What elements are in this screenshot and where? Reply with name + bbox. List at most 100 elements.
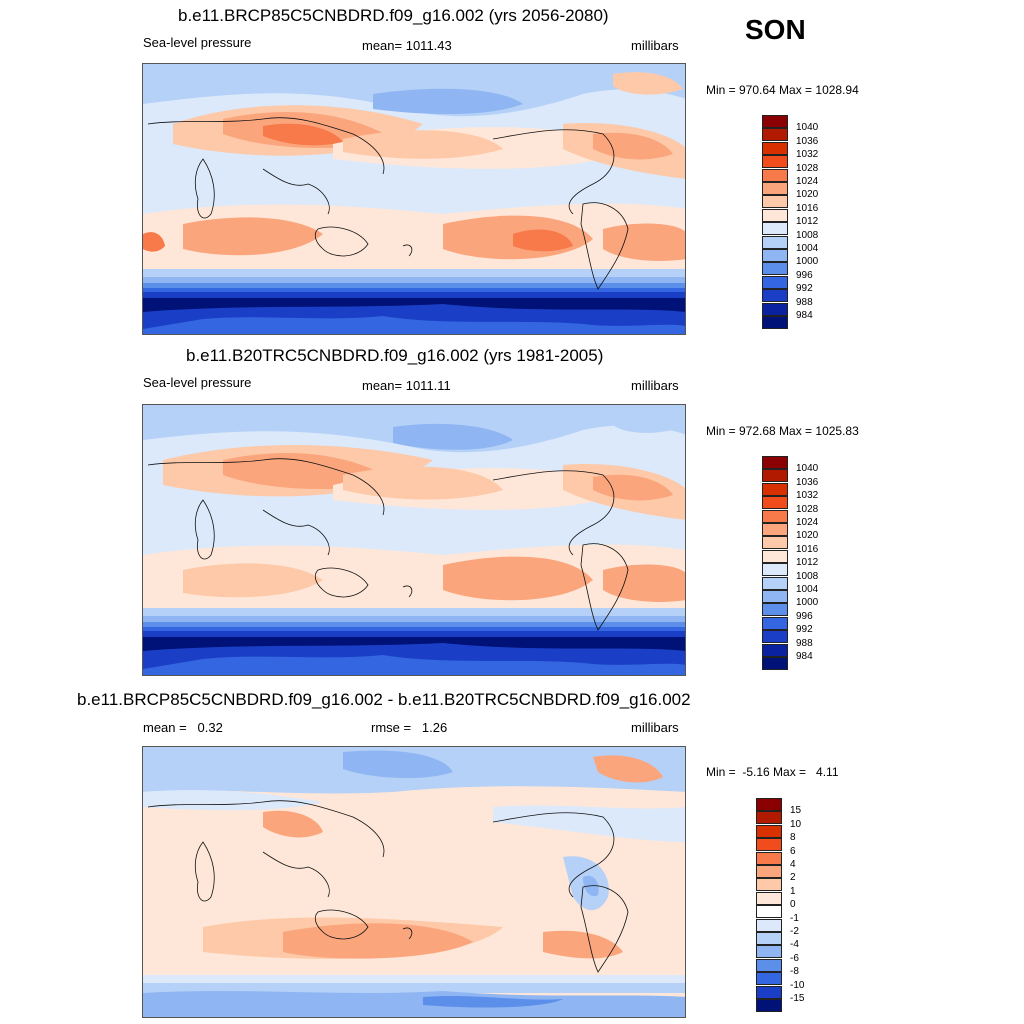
colorbar-swatch	[756, 811, 782, 825]
colorbar-tick-label: 1008	[796, 570, 819, 582]
season-label: SON	[745, 14, 806, 45]
colorbar-tick-label: 1040	[796, 463, 819, 475]
colorbar-swatch	[762, 630, 788, 644]
panel-1-map-field	[143, 64, 685, 334]
colorbar-swatch	[756, 999, 782, 1012]
colorbar-swatch	[756, 891, 782, 905]
colorbar-swatch	[756, 985, 782, 999]
colorbar-swatch	[756, 878, 782, 892]
colorbar-tick-label: 988	[796, 637, 813, 649]
colorbar-tick-label: 10	[790, 818, 802, 830]
panel-3-units-label: millibars	[631, 720, 679, 735]
colorbar-tick-label: 1012	[796, 216, 819, 228]
colorbar-swatch	[762, 182, 788, 195]
colorbar-swatch	[756, 851, 782, 865]
colorbar-tick-label: -1	[790, 912, 799, 924]
colorbar-tick-label: 1004	[796, 243, 819, 254]
colorbar-swatch	[762, 316, 788, 329]
panel-1-mean-label: mean= 1011.43	[362, 38, 452, 53]
colorbar-swatch	[756, 905, 782, 919]
colorbar-swatch	[762, 616, 788, 630]
colorbar-swatch	[762, 576, 788, 590]
panel-2-mean-label: mean= 1011.11	[362, 378, 451, 393]
colorbar-swatch	[762, 208, 788, 222]
colorbar-swatch	[762, 275, 788, 289]
colorbar-swatch	[756, 865, 782, 878]
colorbar-tick-label: 1036	[796, 135, 819, 147]
panel-1-map	[142, 63, 686, 335]
colorbar-tick-label: 1008	[796, 229, 819, 241]
colorbar-tick-label: 984	[796, 310, 813, 321]
colorbar-swatch	[762, 115, 788, 128]
colorbar-tick-label: 1036	[796, 476, 819, 488]
colorbar-swatch	[762, 590, 788, 603]
panel-3-mean-label: mean = 0.32	[143, 720, 223, 735]
colorbar-tick-label: 15	[790, 805, 802, 817]
colorbar-tick-label: 4	[790, 859, 796, 870]
colorbar-tick-label: -2	[790, 926, 799, 937]
colorbar-swatch	[762, 643, 788, 657]
colorbar-tick-label: 8	[790, 832, 796, 844]
colorbar-tick-label: -4	[790, 939, 799, 951]
colorbar-swatch	[762, 302, 788, 316]
colorbar-tick-label: 1032	[796, 490, 819, 502]
colorbar-tick-label: 1020	[796, 189, 819, 201]
colorbar-tick-label: 1032	[796, 149, 819, 161]
colorbar-swatch	[762, 657, 788, 670]
colorbar-swatch	[756, 918, 782, 932]
colorbar-tick-label: -15	[790, 993, 805, 1004]
panel-3-colorbar: 15 10 8 6 4 2 1 0 -1 -2 -4 -6 -8 -10 -15	[756, 798, 846, 1013]
colorbar-swatch	[756, 958, 782, 972]
colorbar-tick-label: 996	[796, 610, 813, 622]
colorbar-tick-label: 1028	[796, 162, 819, 174]
colorbar-tick-label: 2	[790, 872, 796, 884]
colorbar-swatch	[762, 523, 788, 536]
panel-3-map-field	[143, 747, 685, 1017]
colorbar-swatch	[762, 536, 788, 550]
colorbar-swatch	[762, 563, 788, 577]
panel-2-variable-label: Sea-level pressure	[143, 375, 252, 390]
panel-1-variable-label: Sea-level pressure	[143, 35, 252, 50]
colorbar-tick-label: 1016	[796, 543, 819, 555]
colorbar-tick-label: 1000	[796, 597, 819, 609]
panel-2-minmax: Min = 972.68 Max = 1025.83	[706, 424, 859, 438]
colorbar-swatch	[756, 798, 782, 811]
colorbar-swatch	[762, 235, 788, 249]
colorbar-tick-label: 984	[796, 651, 813, 662]
colorbar-tick-label: -8	[790, 966, 799, 978]
colorbar-swatch	[762, 155, 788, 169]
panel-3-minmax: Min = -5.16 Max = 4.11	[706, 765, 839, 779]
panel-2-map-field	[143, 405, 685, 675]
colorbar-swatch	[756, 945, 782, 959]
colorbar-tick-label: 1004	[796, 584, 819, 595]
colorbar-tick-label: 1012	[796, 557, 819, 569]
colorbar-tick-label: 6	[790, 845, 796, 857]
colorbar-swatch	[762, 128, 788, 142]
panel-1-title: b.e11.BRCP85C5CNBDRD.f09_g16.002 (yrs 20…	[178, 6, 609, 25]
colorbar-swatch	[762, 456, 788, 469]
panel-2-colorbar: 1040 1036 1032 1028 1024 1020 1016 1012 1008 1004…	[762, 456, 852, 671]
colorbar-tick-label: 1028	[796, 503, 819, 515]
panel-1-colorbar: 1040 1036 1032 1028 1024 1020 1016 1012 1008 1004…	[762, 115, 852, 330]
colorbar-swatch	[756, 972, 782, 986]
colorbar-swatch	[762, 141, 788, 155]
colorbar-tick-label: 988	[796, 296, 813, 308]
colorbar-swatch	[762, 496, 788, 510]
colorbar-swatch	[762, 482, 788, 496]
panel-3-rmse-label: rmse = 1.26	[371, 720, 448, 735]
panel-2-map	[142, 404, 686, 676]
colorbar-tick-label: -10	[790, 979, 805, 991]
colorbar-swatch	[756, 932, 782, 945]
colorbar-tick-label: -6	[790, 952, 799, 964]
colorbar-tick-label: 1016	[796, 202, 819, 214]
colorbar-swatch	[762, 249, 788, 262]
colorbar-swatch	[762, 289, 788, 303]
colorbar-swatch	[756, 824, 782, 838]
colorbar-swatch	[762, 509, 788, 523]
colorbar-tick-label: 992	[796, 283, 813, 295]
colorbar-tick-label: 0	[790, 899, 796, 911]
colorbar-tick-label: 992	[796, 624, 813, 636]
panel-1-minmax: Min = 970.64 Max = 1028.94	[706, 83, 859, 97]
colorbar-swatch	[762, 262, 788, 276]
colorbar-tick-label: 1020	[796, 530, 819, 542]
